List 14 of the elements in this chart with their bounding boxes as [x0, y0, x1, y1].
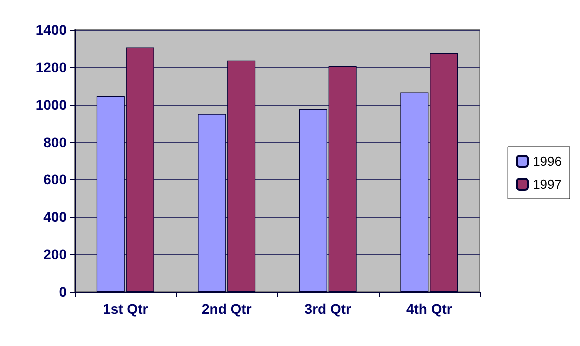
x-tick-label: 1st Qtr	[103, 301, 149, 317]
y-tick-label: 1400	[36, 22, 68, 38]
y-tick-label: 800	[44, 134, 68, 150]
x-tick-label: 3rd Qtr	[304, 301, 352, 317]
y-tick-label: 1000	[36, 96, 68, 113]
y-tick-label: 200	[44, 246, 68, 263]
y-tick-label: 400	[44, 209, 68, 226]
x-tick-label: 4th Qtr	[406, 301, 453, 317]
y-tick-label: 0	[59, 284, 68, 300]
legend-label: 1997	[533, 177, 562, 192]
y-tick-label: 1200	[36, 59, 68, 76]
legend-label: 1996	[533, 154, 562, 169]
x-tick-label: 2nd Qtr	[202, 301, 252, 317]
y-tick-label: 600	[44, 172, 68, 188]
